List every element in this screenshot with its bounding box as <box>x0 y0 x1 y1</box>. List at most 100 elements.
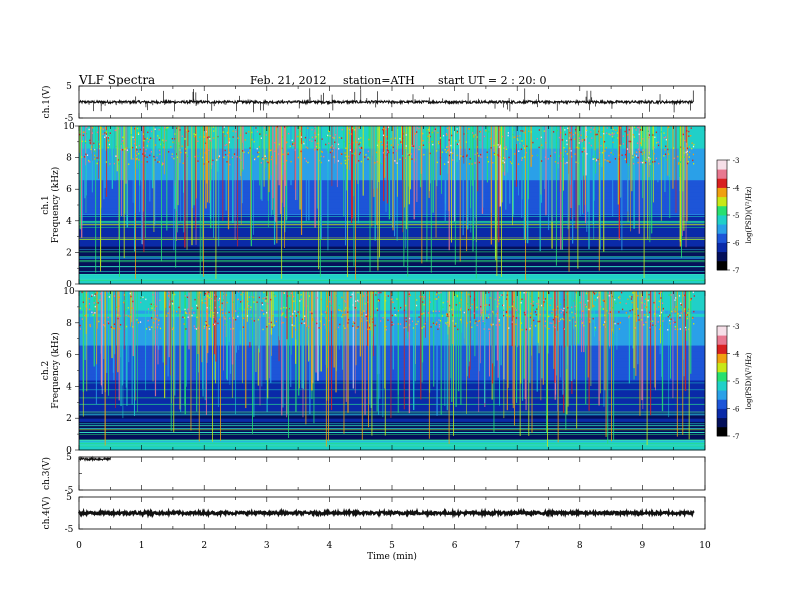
speckle <box>571 306 573 309</box>
speckle <box>368 328 371 331</box>
speckle <box>143 139 145 142</box>
speckle <box>549 155 552 157</box>
speckle <box>300 293 302 296</box>
speckle <box>117 127 120 130</box>
speckle <box>643 323 645 326</box>
speckle <box>140 301 142 304</box>
speckle <box>140 297 142 299</box>
speckle <box>290 292 292 295</box>
speckle <box>405 326 407 329</box>
freq-band <box>79 386 705 391</box>
colorbar-segment <box>717 419 727 422</box>
speckle <box>624 158 626 160</box>
speckle <box>678 161 680 164</box>
colorbar-segment <box>717 366 727 369</box>
speckle <box>256 301 258 303</box>
speckle <box>247 300 249 303</box>
speckle <box>460 307 462 310</box>
colorbar-segment <box>717 340 727 343</box>
speckle <box>197 326 199 329</box>
speckle <box>328 130 330 132</box>
speckle <box>155 305 157 308</box>
speckle <box>182 162 184 165</box>
speckle <box>432 143 434 146</box>
colorbar-segment <box>717 333 727 336</box>
speckle <box>263 126 266 129</box>
speckle <box>208 136 210 138</box>
speckle <box>108 134 111 137</box>
colorbar-segment <box>717 417 727 420</box>
speckle <box>493 161 495 164</box>
speckle <box>217 136 219 139</box>
speckle <box>418 316 420 318</box>
speckle <box>89 161 91 163</box>
speckle <box>505 146 507 148</box>
speckle <box>155 318 157 320</box>
speckle <box>135 146 137 148</box>
speckle <box>194 327 196 330</box>
speckle <box>213 312 215 314</box>
speckle <box>238 155 240 158</box>
speckle <box>550 297 552 300</box>
speckle <box>186 312 188 315</box>
speckle <box>591 137 593 139</box>
speckle <box>124 148 126 150</box>
speckle <box>312 319 314 322</box>
speckle <box>594 299 596 301</box>
speckle <box>689 299 692 301</box>
speckle <box>483 135 486 138</box>
speckle <box>417 320 419 323</box>
speckle <box>664 136 667 138</box>
speckle <box>504 157 507 160</box>
speckle <box>418 146 420 148</box>
speckle <box>345 147 347 150</box>
speckle <box>392 152 394 154</box>
speckle <box>84 140 87 143</box>
speckle <box>115 129 117 132</box>
speckle <box>207 295 209 297</box>
speckle <box>102 128 104 131</box>
speckle <box>270 149 272 151</box>
colorbar-segment <box>717 377 727 380</box>
colorbar-segment <box>717 430 727 433</box>
speckle <box>109 132 111 134</box>
speckle <box>206 308 208 311</box>
speckle <box>442 134 445 137</box>
speckle <box>205 324 208 327</box>
speckle <box>503 304 505 307</box>
speckle <box>565 306 568 308</box>
speckle <box>132 136 134 139</box>
speckle <box>614 298 616 301</box>
speckle <box>519 135 521 137</box>
speckle <box>256 130 258 133</box>
ch1-spectrogram-ytick-0: 0 <box>66 280 72 290</box>
speckle <box>501 294 503 296</box>
speckle <box>612 141 614 144</box>
speckle <box>340 152 342 155</box>
speckle <box>264 155 266 158</box>
speckle <box>646 159 648 161</box>
speckle <box>635 155 638 157</box>
speckle <box>549 304 551 307</box>
speckle <box>391 293 393 295</box>
speckle <box>399 137 401 140</box>
speckle <box>178 306 180 309</box>
speckle <box>246 315 249 317</box>
speckle <box>511 321 513 323</box>
speckle <box>508 327 510 329</box>
speckle <box>416 323 418 325</box>
speckle <box>517 163 520 165</box>
speckle <box>539 313 541 316</box>
speckle <box>226 301 228 304</box>
start-time-label: start UT = 2 : 20: 0 <box>438 74 547 87</box>
speckle <box>530 302 532 305</box>
speckle <box>571 311 573 314</box>
speckle <box>224 317 226 320</box>
speckle <box>441 315 443 317</box>
speckle <box>270 321 272 324</box>
speckle <box>382 316 384 319</box>
colorbar-segment <box>717 222 727 225</box>
x-tick-label-4: 4 <box>327 541 333 551</box>
speckle <box>206 310 208 313</box>
speckle <box>439 325 441 328</box>
